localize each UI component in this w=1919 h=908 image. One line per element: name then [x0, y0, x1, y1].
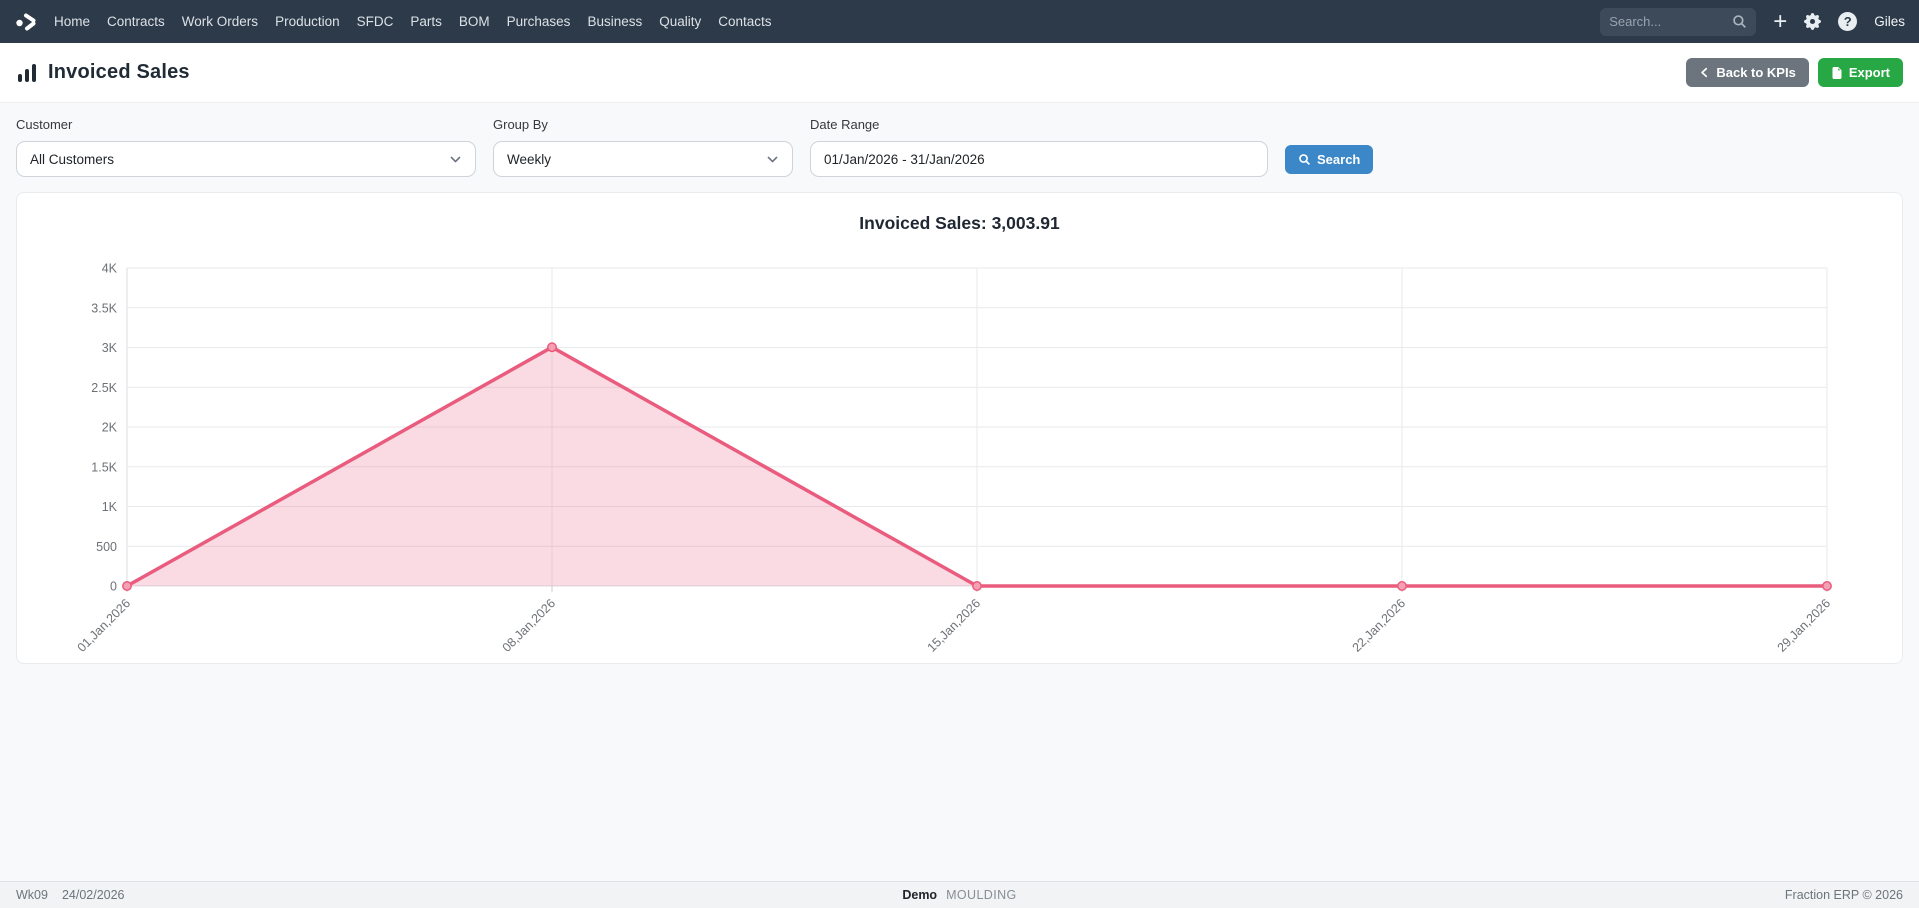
nav-item-work-orders[interactable]: Work Orders — [181, 14, 259, 29]
help-icon[interactable]: ? — [1838, 12, 1858, 31]
x-tick-label: 15,Jan,2026 — [925, 596, 984, 655]
nav-item-production[interactable]: Production — [275, 14, 340, 29]
global-search-box[interactable] — [1600, 7, 1757, 36]
y-tick-label: 2.5K — [91, 381, 117, 395]
nav-item-quality[interactable]: Quality — [659, 14, 702, 29]
group-by-select[interactable]: Weekly — [493, 141, 793, 177]
gear-icon[interactable] — [1804, 13, 1822, 30]
file-icon — [1831, 66, 1843, 80]
y-tick-label: 0 — [110, 580, 117, 594]
series-area — [127, 347, 1827, 586]
nav-item-contracts[interactable]: Contracts — [107, 14, 165, 29]
company-name: Demo — [902, 888, 938, 902]
nav-menu: Home Contracts Work Orders Production SFDC Pa… — [54, 14, 772, 29]
copyright: Fraction ERP © 2026 — [1784, 888, 1903, 902]
nav-item-sfdc[interactable]: SFDC — [356, 14, 394, 29]
x-tick-label: 29,Jan,2026 — [1775, 596, 1834, 655]
data-point-marker — [547, 342, 557, 353]
site-name: MOULDING — [946, 888, 1017, 902]
chevron-down-icon — [449, 153, 462, 166]
invoiced-sales-chart: 0 500 1K 1.5K 2K 2.5K 3K 3.5K 4K 01,Jan,2026 08,Ja… — [75, 262, 1834, 655]
group-by-label: Group By — [493, 117, 548, 132]
chart-card: Invoiced Sales: 3,003.91 0 500 1K 1.5K 2K 2.5… — [16, 192, 1903, 664]
nav-item-home[interactable]: Home — [54, 14, 91, 29]
y-tick-label: 4K — [102, 262, 118, 276]
data-point-marker — [1822, 581, 1832, 591]
chart-title: Invoiced Sales: 3,003.91 — [859, 213, 1060, 233]
y-tick-label: 500 — [96, 540, 117, 554]
user-menu[interactable]: Giles — [1874, 14, 1905, 29]
date-range-label: Date Range — [810, 117, 880, 132]
x-tick-label: 08,Jan,2026 — [500, 596, 559, 655]
page-header: Invoiced Sales Back to KPIs Export — [0, 43, 1919, 103]
top-nav: Home Contracts Work Orders Production SFDC Pa… — [0, 0, 1919, 43]
y-tick-label: 3K — [102, 341, 118, 355]
chevron-down-icon — [766, 153, 779, 166]
filter-bar: Customer All Customers Group By Weekly D… — [0, 103, 1919, 177]
date-range-input[interactable] — [824, 151, 1254, 167]
y-tick-label: 2K — [102, 421, 118, 435]
x-tick-label: 01,Jan,2026 — [75, 596, 134, 655]
add-icon[interactable]: + — [1773, 7, 1788, 35]
bar-chart-icon — [16, 62, 38, 84]
week-number: Wk09 — [16, 888, 48, 902]
customer-select[interactable]: All Customers — [16, 141, 476, 177]
data-point-marker — [972, 581, 982, 591]
data-point-marker — [1397, 581, 1407, 591]
status-footer: Wk09 24/02/2026 Demo MOULDING Fraction E… — [0, 881, 1919, 908]
y-tick-label: 1K — [102, 500, 118, 514]
data-point-marker — [122, 581, 132, 591]
nav-item-contacts[interactable]: Contacts — [718, 14, 772, 29]
nav-item-purchases[interactable]: Purchases — [506, 14, 571, 29]
y-tick-label: 3.5K — [91, 301, 117, 315]
search-icon — [1298, 153, 1311, 166]
date-range-field[interactable] — [810, 141, 1268, 177]
app-logo-icon[interactable] — [14, 9, 40, 35]
x-tick-label: 22,Jan,2026 — [1350, 596, 1409, 655]
nav-item-parts[interactable]: Parts — [410, 14, 442, 29]
search-icon — [1732, 14, 1747, 29]
customer-label: Customer — [16, 117, 73, 132]
export-button[interactable]: Export — [1817, 58, 1903, 87]
nav-item-business[interactable]: Business — [587, 14, 643, 29]
back-to-kpis-button[interactable]: Back to KPIs — [1686, 58, 1809, 87]
nav-item-bom[interactable]: BOM — [458, 14, 490, 29]
y-tick-label: 1.5K — [91, 460, 117, 474]
search-button[interactable]: Search — [1285, 145, 1374, 174]
chevron-left-icon — [1699, 67, 1710, 78]
current-date: 24/02/2026 — [61, 888, 125, 902]
search-input[interactable] — [1609, 14, 1733, 29]
page-title: Invoiced Sales — [48, 61, 190, 83]
